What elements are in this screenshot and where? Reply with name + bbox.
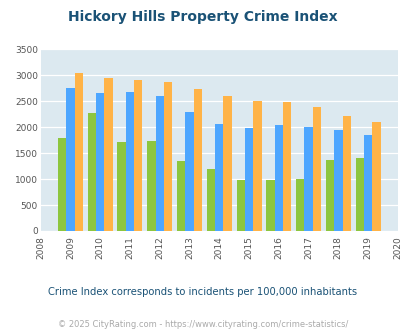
Bar xyxy=(104,78,112,231)
Bar xyxy=(134,80,142,231)
Text: Crime Index corresponds to incidents per 100,000 inhabitants: Crime Index corresponds to incidents per… xyxy=(48,287,357,297)
Bar xyxy=(325,160,333,231)
Bar xyxy=(185,112,193,231)
Bar xyxy=(244,128,253,231)
Bar xyxy=(312,107,320,231)
Bar xyxy=(355,158,363,231)
Bar xyxy=(75,73,83,231)
Bar xyxy=(282,102,290,231)
Bar xyxy=(164,82,172,231)
Bar xyxy=(266,180,274,231)
Bar xyxy=(236,180,244,231)
Bar xyxy=(155,96,164,231)
Bar xyxy=(126,92,134,231)
Bar xyxy=(295,179,304,231)
Bar xyxy=(342,116,350,231)
Bar xyxy=(147,141,155,231)
Bar xyxy=(206,169,215,231)
Bar xyxy=(117,142,126,231)
Bar xyxy=(333,130,342,231)
Bar xyxy=(215,124,223,231)
Bar xyxy=(66,88,75,231)
Bar xyxy=(177,161,185,231)
Bar xyxy=(371,121,379,231)
Bar xyxy=(223,96,231,231)
Bar xyxy=(58,138,66,231)
Bar xyxy=(274,125,282,231)
Bar xyxy=(253,101,261,231)
Text: © 2025 CityRating.com - https://www.cityrating.com/crime-statistics/: © 2025 CityRating.com - https://www.city… xyxy=(58,320,347,329)
Bar xyxy=(304,127,312,231)
Bar xyxy=(96,92,104,231)
Text: Hickory Hills Property Crime Index: Hickory Hills Property Crime Index xyxy=(68,10,337,24)
Bar xyxy=(193,89,201,231)
Bar xyxy=(363,135,371,231)
Bar xyxy=(87,113,96,231)
